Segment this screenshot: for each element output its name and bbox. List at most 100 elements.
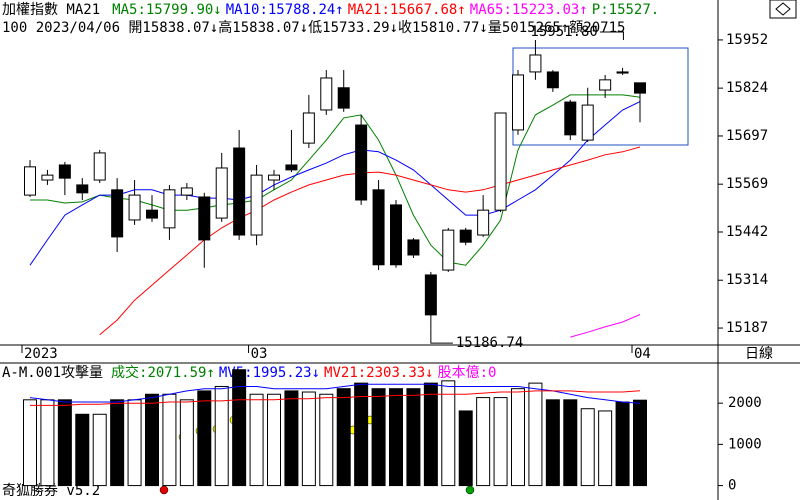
legend-item: MA5:15799.90↓ — [112, 2, 222, 18]
volume-bar — [511, 388, 525, 487]
candle-body — [512, 74, 524, 131]
ma-line — [99, 146, 641, 336]
footer: 奇狐勝券 v5.2 — [2, 482, 100, 499]
ma-line — [29, 383, 641, 404]
volume-bar — [162, 393, 177, 487]
volume-bar — [40, 399, 55, 487]
y-tick-label: 2000 — [728, 395, 762, 411]
volume-bar — [633, 399, 647, 487]
candle-body — [337, 87, 350, 109]
volume-bar — [127, 399, 142, 487]
legend-item: P:15527. — [592, 2, 659, 18]
legend-item: MA65:15223.03↑ — [470, 2, 588, 18]
candle-body — [407, 239, 420, 256]
candle-body — [494, 112, 507, 211]
candle-body — [355, 124, 368, 201]
legend: A-M.001攻擊量 成交:2071.59↑ MV5:1995.23↓ MV21:23… — [2, 364, 496, 381]
volume-bar — [57, 399, 72, 487]
legend-item: MA21:15667.68↑ — [348, 2, 466, 18]
candle-body — [424, 274, 437, 316]
x-tick-label: 2023 — [24, 346, 58, 362]
period-label[interactable]: 日線 — [745, 346, 773, 362]
volume-bar — [75, 413, 90, 487]
volume-bar — [615, 401, 630, 487]
volume-bar — [214, 385, 229, 487]
legend: 加權指數 MA21 MA5:15799.90↓ MA10:15788.24↑ MA21… — [2, 2, 659, 18]
candle-body — [93, 152, 106, 181]
volume-bar — [476, 397, 491, 487]
signal-dot — [159, 485, 169, 495]
volume-bar — [92, 413, 107, 487]
candle-body — [581, 104, 594, 141]
candle-body — [599, 79, 612, 91]
y-tick-label: 0 — [728, 478, 736, 494]
candle-body — [529, 54, 542, 73]
candle-body — [564, 101, 577, 136]
y-tick-label: 15952 — [726, 32, 768, 48]
candle-body — [128, 194, 141, 221]
annotation-leader — [599, 31, 624, 40]
candle-body — [198, 196, 211, 241]
volume-bar — [389, 388, 403, 487]
x-tick-label: 03 — [251, 346, 268, 362]
volume-bar — [110, 399, 125, 487]
ma-line — [29, 101, 641, 266]
candle-body — [268, 174, 280, 181]
y-tick-label: 15569 — [726, 176, 768, 192]
y-tick-label: 15697 — [726, 128, 768, 144]
candle-body — [76, 184, 89, 194]
candle-body — [320, 77, 333, 111]
legend-item: MA10:15788.24↑ — [226, 2, 344, 18]
menu-icon-glyph — [775, 2, 791, 16]
legend-item: A-M.001攻擊量 — [2, 364, 103, 381]
subtitle: 100 2023/04/06 開15838.07↓高15838.07↓低1573… — [2, 19, 625, 36]
y-tick-label: 15187 — [726, 320, 768, 336]
volume-bar — [493, 397, 508, 487]
x-tick-label: 04 — [634, 346, 651, 362]
volume-bar — [197, 390, 212, 487]
y-tick-label: 15824 — [726, 80, 768, 96]
volume-plot — [23, 369, 647, 487]
candle-body — [233, 147, 246, 236]
candle-body — [546, 71, 559, 89]
volume-bar — [232, 369, 247, 487]
candle-body — [250, 174, 263, 236]
volume-bar — [563, 399, 578, 487]
candle-body — [390, 204, 402, 266]
candle-body — [477, 209, 490, 236]
candle-body — [111, 189, 124, 238]
volume-bar — [598, 410, 613, 487]
candle-body — [302, 112, 315, 144]
annotation-leader — [430, 328, 453, 344]
volume-bar — [580, 408, 595, 487]
legend-item: 加權指數 MA21 — [2, 2, 100, 18]
y-tick-label: 15442 — [726, 224, 768, 240]
legend-item: 股本億:0 — [438, 365, 497, 381]
legend-item: MV21:2303.33↓ — [324, 365, 434, 381]
volume-bar — [145, 393, 159, 487]
volume-bar — [423, 382, 438, 487]
candle-body — [41, 174, 54, 181]
volume-bar — [545, 399, 560, 487]
volume-bar — [406, 388, 421, 487]
legend-item: 成交:2071.59↑ — [111, 364, 215, 381]
annotation: 15186.74 — [456, 335, 523, 351]
candle-body — [163, 189, 176, 229]
volume-bar — [319, 393, 334, 487]
candle-body — [616, 71, 629, 74]
volume-bar — [336, 388, 351, 487]
signal-dot — [465, 485, 475, 495]
ma-line — [570, 314, 641, 338]
candle-body — [634, 82, 646, 94]
price-plot — [24, 39, 646, 338]
candle-body — [146, 209, 158, 219]
menu-icon[interactable] — [769, 0, 797, 19]
candle-body — [442, 229, 455, 271]
volume-bar — [267, 393, 281, 487]
candle-body — [372, 189, 385, 266]
volume-bar — [179, 399, 194, 487]
volume-bar — [528, 382, 543, 487]
volume-bar — [458, 410, 473, 487]
volume-bar — [354, 382, 369, 487]
